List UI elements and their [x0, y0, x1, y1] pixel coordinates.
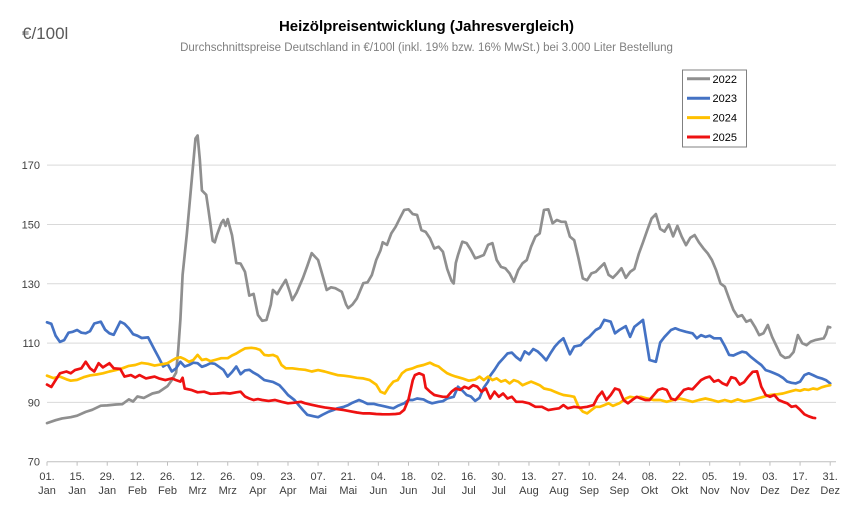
legend-box — [682, 69, 747, 148]
series-line-2024 — [45, 346, 832, 415]
x-tick-label-month: Jan — [38, 485, 56, 497]
x-tick-label-day: 08. — [642, 471, 657, 483]
legend-label: 2023 — [713, 93, 737, 105]
x-tick-label-day: 19. — [732, 471, 747, 483]
x-tick-label-month: Nov — [730, 485, 750, 497]
x-tick-label-day: 27. — [551, 471, 566, 483]
x-tick-label-day: 09. — [250, 471, 265, 483]
x-tick-label-day: 10. — [582, 471, 597, 483]
x-tick-label-day: 18. — [401, 471, 416, 483]
series-line-2025 — [45, 360, 817, 420]
chart-subtitle: Durchschnittspreise Deutschland in €/100… — [180, 42, 673, 54]
x-tick-label-month: Jun — [369, 485, 387, 497]
x-tick-label-month: Jul — [432, 485, 446, 497]
x-tick-label-month: Okt — [641, 485, 658, 497]
y-tick-label: 90 — [28, 397, 40, 409]
x-tick-label-day: 30. — [491, 471, 506, 483]
x-tick-label-day: 22. — [672, 471, 687, 483]
legend-item: 2023 — [687, 93, 737, 105]
x-tick-label-day: 13. — [521, 471, 536, 483]
x-tick-label-month: Mrz — [219, 485, 237, 497]
x-tick-label-month: Feb — [128, 485, 147, 497]
x-tick-label-month: Sep — [610, 485, 630, 497]
y-tick-label: 110 — [22, 338, 40, 350]
x-tick-label-day: 23. — [280, 471, 295, 483]
x-tick-label-month: Dez — [820, 485, 840, 497]
legend-item: 2024 — [687, 113, 737, 125]
x-tick-label-month: Jun — [400, 485, 418, 497]
x-tick-label-month: Feb — [158, 485, 177, 497]
legend: 2022 2023 2024 2025 — [682, 69, 747, 148]
x-tick-label-day: 17. — [792, 471, 807, 483]
y-tick-label: 170 — [22, 160, 40, 172]
x-tick-label-month: Apr — [249, 485, 266, 497]
x-tick-label-day: 16. — [461, 471, 476, 483]
legend-label: 2022 — [713, 74, 737, 86]
x-tick-label-month: Jul — [462, 485, 476, 497]
y-tick-label: 150 — [22, 219, 40, 231]
x-tick-label-day: 15. — [69, 471, 84, 483]
chart-title: Heizölpreisentwicklung (Jahresvergleich) — [278, 18, 575, 35]
x-tick-label-month: Jul — [492, 485, 506, 497]
x-tick-label-month: Mai — [309, 485, 327, 497]
x-tick-label-day: 12. — [130, 471, 145, 483]
x-tick-label-month: Dez — [760, 485, 780, 497]
series-line-2023 — [45, 318, 832, 419]
x-tick-label-month: Jan — [98, 485, 116, 497]
x-tick-label-day: 05. — [702, 471, 717, 483]
x-tick-label-day: 29. — [100, 471, 115, 483]
x-tick-label-day: 07. — [310, 471, 325, 483]
x-tick-label-month: Aug — [549, 485, 569, 497]
legend-item: 2025 — [687, 132, 737, 144]
x-tick-label-day: 03. — [762, 471, 777, 483]
x-tick-label-month: Dez — [790, 485, 810, 497]
x-tick-label-day: 12. — [190, 471, 205, 483]
x-tick-label-day: 21. — [341, 471, 356, 483]
legend-label: 2024 — [713, 113, 737, 125]
x-tick-label-day: 02. — [431, 471, 446, 483]
x-tick-label-day: 04. — [371, 471, 386, 483]
x-tick-label-month: Aug — [519, 485, 539, 497]
x-tick-label-month: Okt — [671, 485, 688, 497]
y-axis-unit-label: €/100l — [22, 24, 69, 43]
x-tick-label-month: Nov — [700, 485, 720, 497]
y-tick-label: 70 — [28, 457, 40, 469]
y-tick-label: 130 — [22, 279, 40, 291]
x-tick-label-day: 01. — [39, 471, 54, 483]
x-tick-label-day: 31. — [823, 471, 838, 483]
x-tick-label-month: Apr — [279, 485, 296, 497]
x-tick-label-day: 24. — [612, 471, 627, 483]
series-line-2022 — [45, 134, 832, 425]
x-tick-label-month: Jan — [68, 485, 86, 497]
x-tick-label-day: 26. — [220, 471, 235, 483]
x-tick-label-day: 26. — [160, 471, 175, 483]
x-tick-label-month: Mrz — [188, 485, 206, 497]
x-tick-label-month: Mai — [339, 485, 357, 497]
legend-item: 2022 — [687, 74, 737, 86]
legend-label: 2025 — [713, 132, 737, 144]
x-tick-label-month: Sep — [579, 485, 599, 497]
